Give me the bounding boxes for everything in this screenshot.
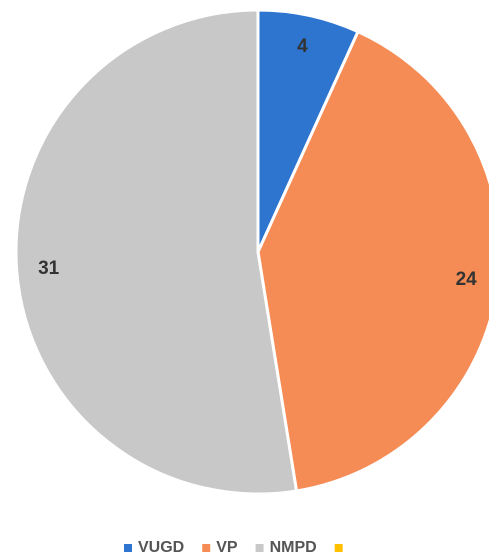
data-label: 4 <box>297 36 308 57</box>
data-label: 24 <box>456 269 478 290</box>
legend-label: NMPD <box>270 539 317 556</box>
legend-marker <box>124 544 132 552</box>
legend-marker <box>334 544 343 552</box>
legend-marker <box>202 544 211 552</box>
pie-slice <box>256 29 489 493</box>
data-label: 31 <box>38 258 60 279</box>
legend-label: VUGD <box>138 539 184 556</box>
legend-label: VP <box>216 539 238 556</box>
pie-slice <box>14 8 299 496</box>
legend-marker <box>255 544 264 552</box>
